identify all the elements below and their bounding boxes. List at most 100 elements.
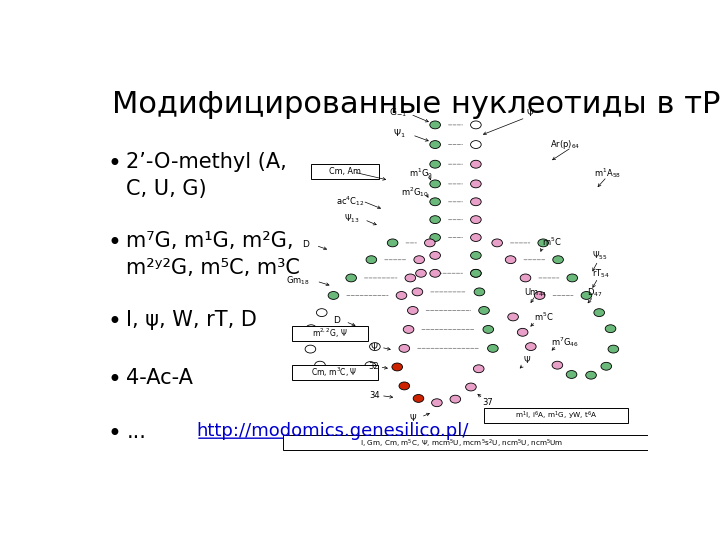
Ellipse shape	[553, 256, 564, 264]
FancyBboxPatch shape	[292, 365, 378, 380]
Ellipse shape	[306, 325, 316, 333]
Ellipse shape	[408, 307, 418, 314]
Ellipse shape	[471, 234, 481, 241]
Text: •: •	[108, 422, 122, 447]
Text: 32: 32	[368, 362, 379, 372]
Text: Модифицированные нуклеотиды в тРНК: Модифицированные нуклеотиды в тРНК	[112, 90, 720, 119]
Text: m$^1$G$_9$: m$^1$G$_9$	[408, 166, 433, 180]
Text: Cm, Am: Cm, Am	[329, 167, 361, 176]
Ellipse shape	[471, 180, 481, 188]
Ellipse shape	[425, 239, 435, 247]
Ellipse shape	[567, 274, 577, 282]
Ellipse shape	[508, 313, 518, 321]
Ellipse shape	[316, 309, 327, 316]
Ellipse shape	[471, 198, 481, 206]
Text: m$^{2,2}$G, $\Psi$: m$^{2,2}$G, $\Psi$	[312, 327, 348, 340]
Ellipse shape	[526, 343, 536, 350]
Text: D$_{47}$: D$_{47}$	[588, 287, 603, 299]
Ellipse shape	[430, 180, 441, 188]
Text: m$^7$G$_{46}$: m$^7$G$_{46}$	[551, 335, 579, 349]
Ellipse shape	[471, 269, 481, 277]
Text: Ar(p)$_{64}$: Ar(p)$_{64}$	[550, 138, 580, 151]
Text: rT$_{54}$: rT$_{54}$	[592, 268, 610, 280]
Ellipse shape	[552, 361, 563, 369]
Ellipse shape	[487, 345, 498, 352]
Text: D: D	[302, 240, 309, 249]
Ellipse shape	[430, 215, 441, 224]
Text: 34: 34	[369, 391, 379, 400]
Ellipse shape	[479, 307, 490, 314]
Text: I, Gm, Cm, m$^5$C, $\Psi$, mcm$^5$U, mcm$^5$s$^2$U, ncm$^5$U, ncm$^5$Um: I, Gm, Cm, m$^5$C, $\Psi$, mcm$^5$U, mcm…	[360, 437, 563, 450]
Ellipse shape	[430, 234, 441, 241]
Ellipse shape	[586, 372, 596, 379]
FancyBboxPatch shape	[292, 326, 368, 341]
Text: $\Psi$: $\Psi$	[369, 341, 378, 352]
Text: m$^1$I, i$^6$A, m$^1$G, yW, t$^6$A: m$^1$I, i$^6$A, m$^1$G, yW, t$^6$A	[515, 409, 598, 422]
Ellipse shape	[466, 383, 476, 391]
Ellipse shape	[471, 121, 481, 129]
Text: $\Psi$: $\Psi$	[526, 107, 535, 118]
Ellipse shape	[431, 399, 442, 407]
Text: •: •	[108, 310, 122, 334]
FancyBboxPatch shape	[311, 164, 379, 179]
Ellipse shape	[366, 256, 377, 264]
Text: m$^1$A$_{58}$: m$^1$A$_{58}$	[593, 166, 621, 180]
Ellipse shape	[534, 292, 545, 299]
Text: m$^5$C: m$^5$C	[542, 235, 562, 248]
Ellipse shape	[601, 362, 611, 370]
Text: 4-Ac-A: 4-Ac-A	[126, 368, 193, 388]
Ellipse shape	[608, 345, 618, 353]
Ellipse shape	[538, 239, 549, 247]
Ellipse shape	[413, 395, 424, 402]
Text: $\Psi_{13}$: $\Psi_{13}$	[344, 213, 360, 225]
Text: $\Psi$: $\Psi$	[523, 354, 531, 366]
Text: I, ψ, W, rT, D: I, ψ, W, rT, D	[126, 310, 257, 330]
Text: ac$^4$C$_{12}$: ac$^4$C$_{12}$	[336, 194, 364, 208]
Ellipse shape	[471, 252, 481, 259]
Text: Um$_{44}$: Um$_{44}$	[523, 287, 547, 299]
Ellipse shape	[328, 292, 338, 299]
Ellipse shape	[414, 256, 425, 264]
Ellipse shape	[305, 345, 316, 353]
Ellipse shape	[520, 274, 531, 282]
Text: $\Psi_1$: $\Psi_1$	[392, 127, 405, 140]
Ellipse shape	[332, 370, 342, 378]
Ellipse shape	[566, 370, 577, 379]
Text: •: •	[108, 152, 122, 176]
Ellipse shape	[581, 292, 592, 299]
Ellipse shape	[415, 269, 426, 277]
Text: $\Psi$: $\Psi$	[409, 411, 418, 422]
Text: m$^5$C: m$^5$C	[534, 310, 554, 323]
Ellipse shape	[450, 395, 461, 403]
Ellipse shape	[471, 140, 481, 148]
FancyBboxPatch shape	[283, 435, 720, 450]
Ellipse shape	[392, 363, 402, 371]
Text: ...: ...	[126, 422, 146, 442]
Ellipse shape	[430, 160, 441, 168]
Ellipse shape	[483, 326, 494, 333]
Ellipse shape	[430, 121, 441, 129]
Ellipse shape	[387, 239, 398, 247]
Ellipse shape	[403, 326, 414, 333]
Ellipse shape	[430, 269, 441, 277]
Text: 37: 37	[482, 398, 493, 407]
Ellipse shape	[492, 239, 503, 247]
Ellipse shape	[346, 274, 356, 282]
FancyBboxPatch shape	[484, 408, 628, 423]
Text: 2’-O-methyl (A,
C, U, G): 2’-O-methyl (A, C, U, G)	[126, 152, 287, 199]
Ellipse shape	[471, 269, 481, 277]
Text: Cm, m$^3$C, $\Psi$: Cm, m$^3$C, $\Psi$	[312, 366, 358, 379]
Ellipse shape	[430, 140, 441, 148]
Ellipse shape	[474, 288, 485, 296]
Ellipse shape	[471, 160, 481, 168]
Ellipse shape	[412, 288, 423, 296]
Ellipse shape	[430, 252, 441, 259]
Ellipse shape	[396, 292, 407, 299]
Ellipse shape	[365, 362, 376, 369]
Text: m⁷G, m¹G, m²G,
m²ʸ²G, m⁵C, m³C: m⁷G, m¹G, m²G, m²ʸ²G, m⁵C, m³C	[126, 231, 300, 278]
Ellipse shape	[594, 309, 605, 316]
Text: •: •	[108, 231, 122, 255]
Ellipse shape	[315, 361, 325, 369]
Ellipse shape	[369, 343, 380, 350]
Ellipse shape	[471, 215, 481, 224]
